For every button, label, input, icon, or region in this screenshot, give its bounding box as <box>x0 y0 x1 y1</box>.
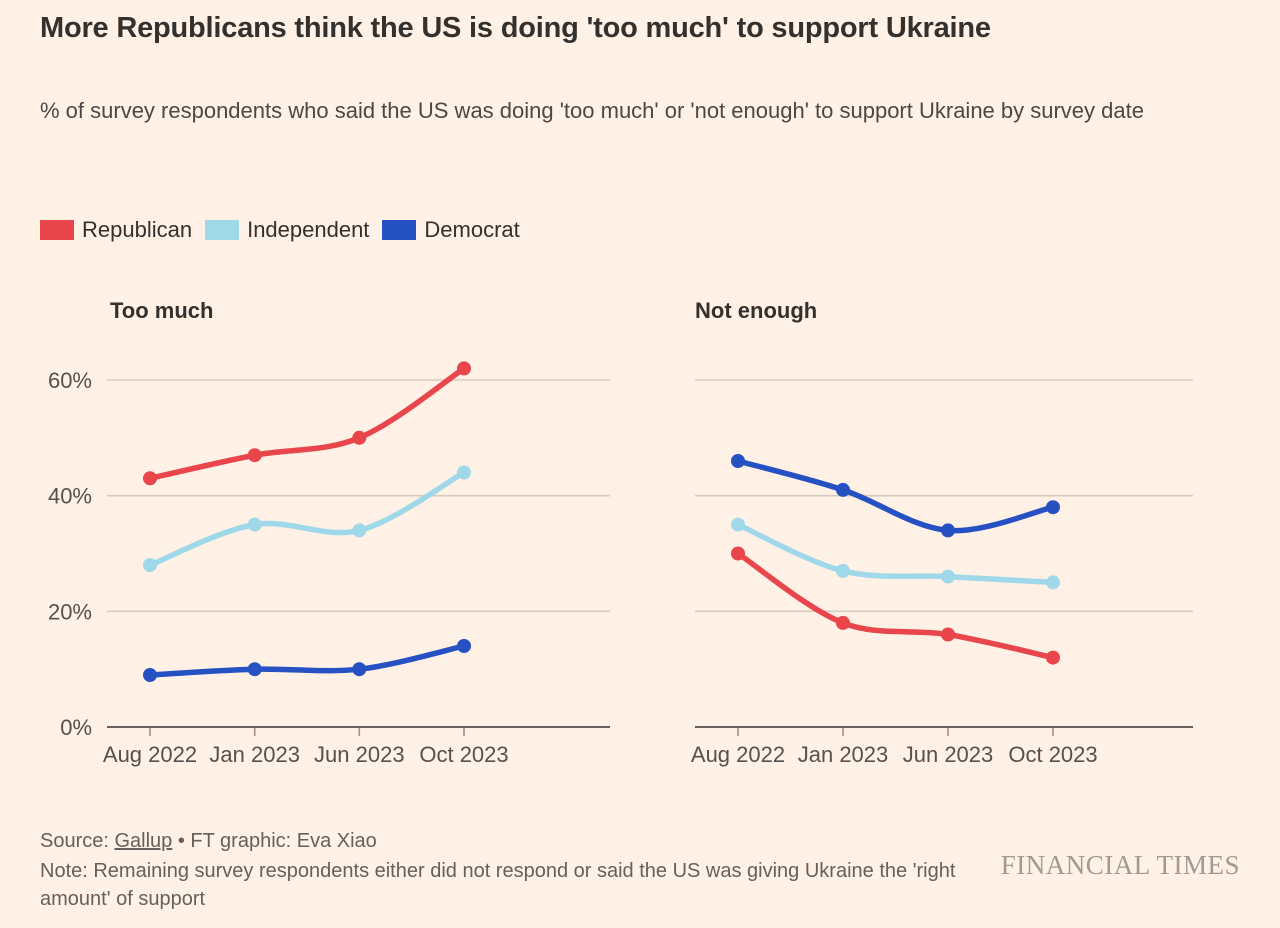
x-tick-label: Jan 2023 <box>798 742 889 767</box>
x-tick-label: Jan 2023 <box>209 742 300 767</box>
data-point-democrat <box>457 639 471 653</box>
data-point-republican <box>836 615 850 630</box>
legend-item-democrat: Democrat <box>382 217 520 243</box>
source-prefix: Source: <box>40 830 115 852</box>
data-point-democrat <box>143 668 157 682</box>
legend-swatch-independent <box>205 220 240 240</box>
data-point-republican <box>352 430 367 445</box>
page-title: More Republicans think the US is doing '… <box>40 12 991 44</box>
financial-times-logo: FINANCIAL TIMES <box>1000 850 1240 880</box>
data-point-democrat <box>941 523 955 538</box>
legend-swatch-democrat <box>382 220 417 240</box>
legend-label: Independent <box>247 217 370 242</box>
x-tick-label: Oct 2023 <box>419 742 508 767</box>
series-line-democrat <box>147 643 467 678</box>
series-line-independent <box>147 469 467 568</box>
series-line-democrat <box>735 458 1056 534</box>
data-point-republican <box>247 448 262 463</box>
legend: Republican Independent Democrat <box>40 217 520 243</box>
data-point-independent <box>1046 575 1060 590</box>
data-point-independent <box>457 465 471 480</box>
source-suffix: • FT graphic: Eva Xiao <box>172 830 377 852</box>
data-point-republican <box>143 471 157 486</box>
data-point-independent <box>143 558 157 573</box>
data-point-democrat <box>836 482 850 497</box>
legend-item-republican: Republican <box>40 217 192 243</box>
data-point-democrat <box>1046 500 1060 515</box>
chart-header-not-enough: Not enough <box>695 298 818 323</box>
data-point-independent <box>836 563 850 578</box>
x-tick-label: Jun 2023 <box>314 742 405 767</box>
data-point-republican <box>941 627 955 642</box>
footnote: Note: Remaining survey respondents eithe… <box>40 860 956 910</box>
x-tick-label: Jun 2023 <box>903 742 994 767</box>
chart-subtitle: % of survey respondents who said the US … <box>40 98 1144 123</box>
legend-label: Republican <box>82 217 193 242</box>
y-tick-label: 40% <box>48 484 92 509</box>
y-tick-label: 0% <box>60 715 92 740</box>
data-point-democrat <box>731 454 745 468</box>
data-point-democrat <box>352 662 367 677</box>
legend-label: Democrat <box>424 217 520 242</box>
y-tick-label: 20% <box>48 599 92 624</box>
chart-header-too-much: Too much <box>110 298 214 323</box>
data-point-republican <box>1046 650 1060 665</box>
source-link-gallup[interactable]: Gallup <box>114 830 173 852</box>
data-point-independent <box>941 569 955 584</box>
x-tick-label: Oct 2023 <box>1008 742 1097 767</box>
x-tick-label: Aug 2022 <box>691 742 785 767</box>
series-line-independent <box>735 521 1056 586</box>
data-point-democrat <box>247 662 262 677</box>
series-line-republican <box>735 550 1056 661</box>
data-point-republican <box>731 546 745 561</box>
data-point-independent <box>247 517 262 532</box>
y-tick-label: 60% <box>48 368 92 393</box>
data-point-republican <box>457 361 471 376</box>
data-point-independent <box>731 517 745 532</box>
legend-swatch-republican <box>40 220 74 240</box>
x-tick-label: Aug 2022 <box>103 742 197 767</box>
legend-item-independent: Independent <box>205 217 369 243</box>
data-point-independent <box>352 523 367 538</box>
series-line-republican <box>147 365 467 482</box>
source-line: Source: Gallup • FT graphic: Eva Xiao <box>40 830 377 853</box>
